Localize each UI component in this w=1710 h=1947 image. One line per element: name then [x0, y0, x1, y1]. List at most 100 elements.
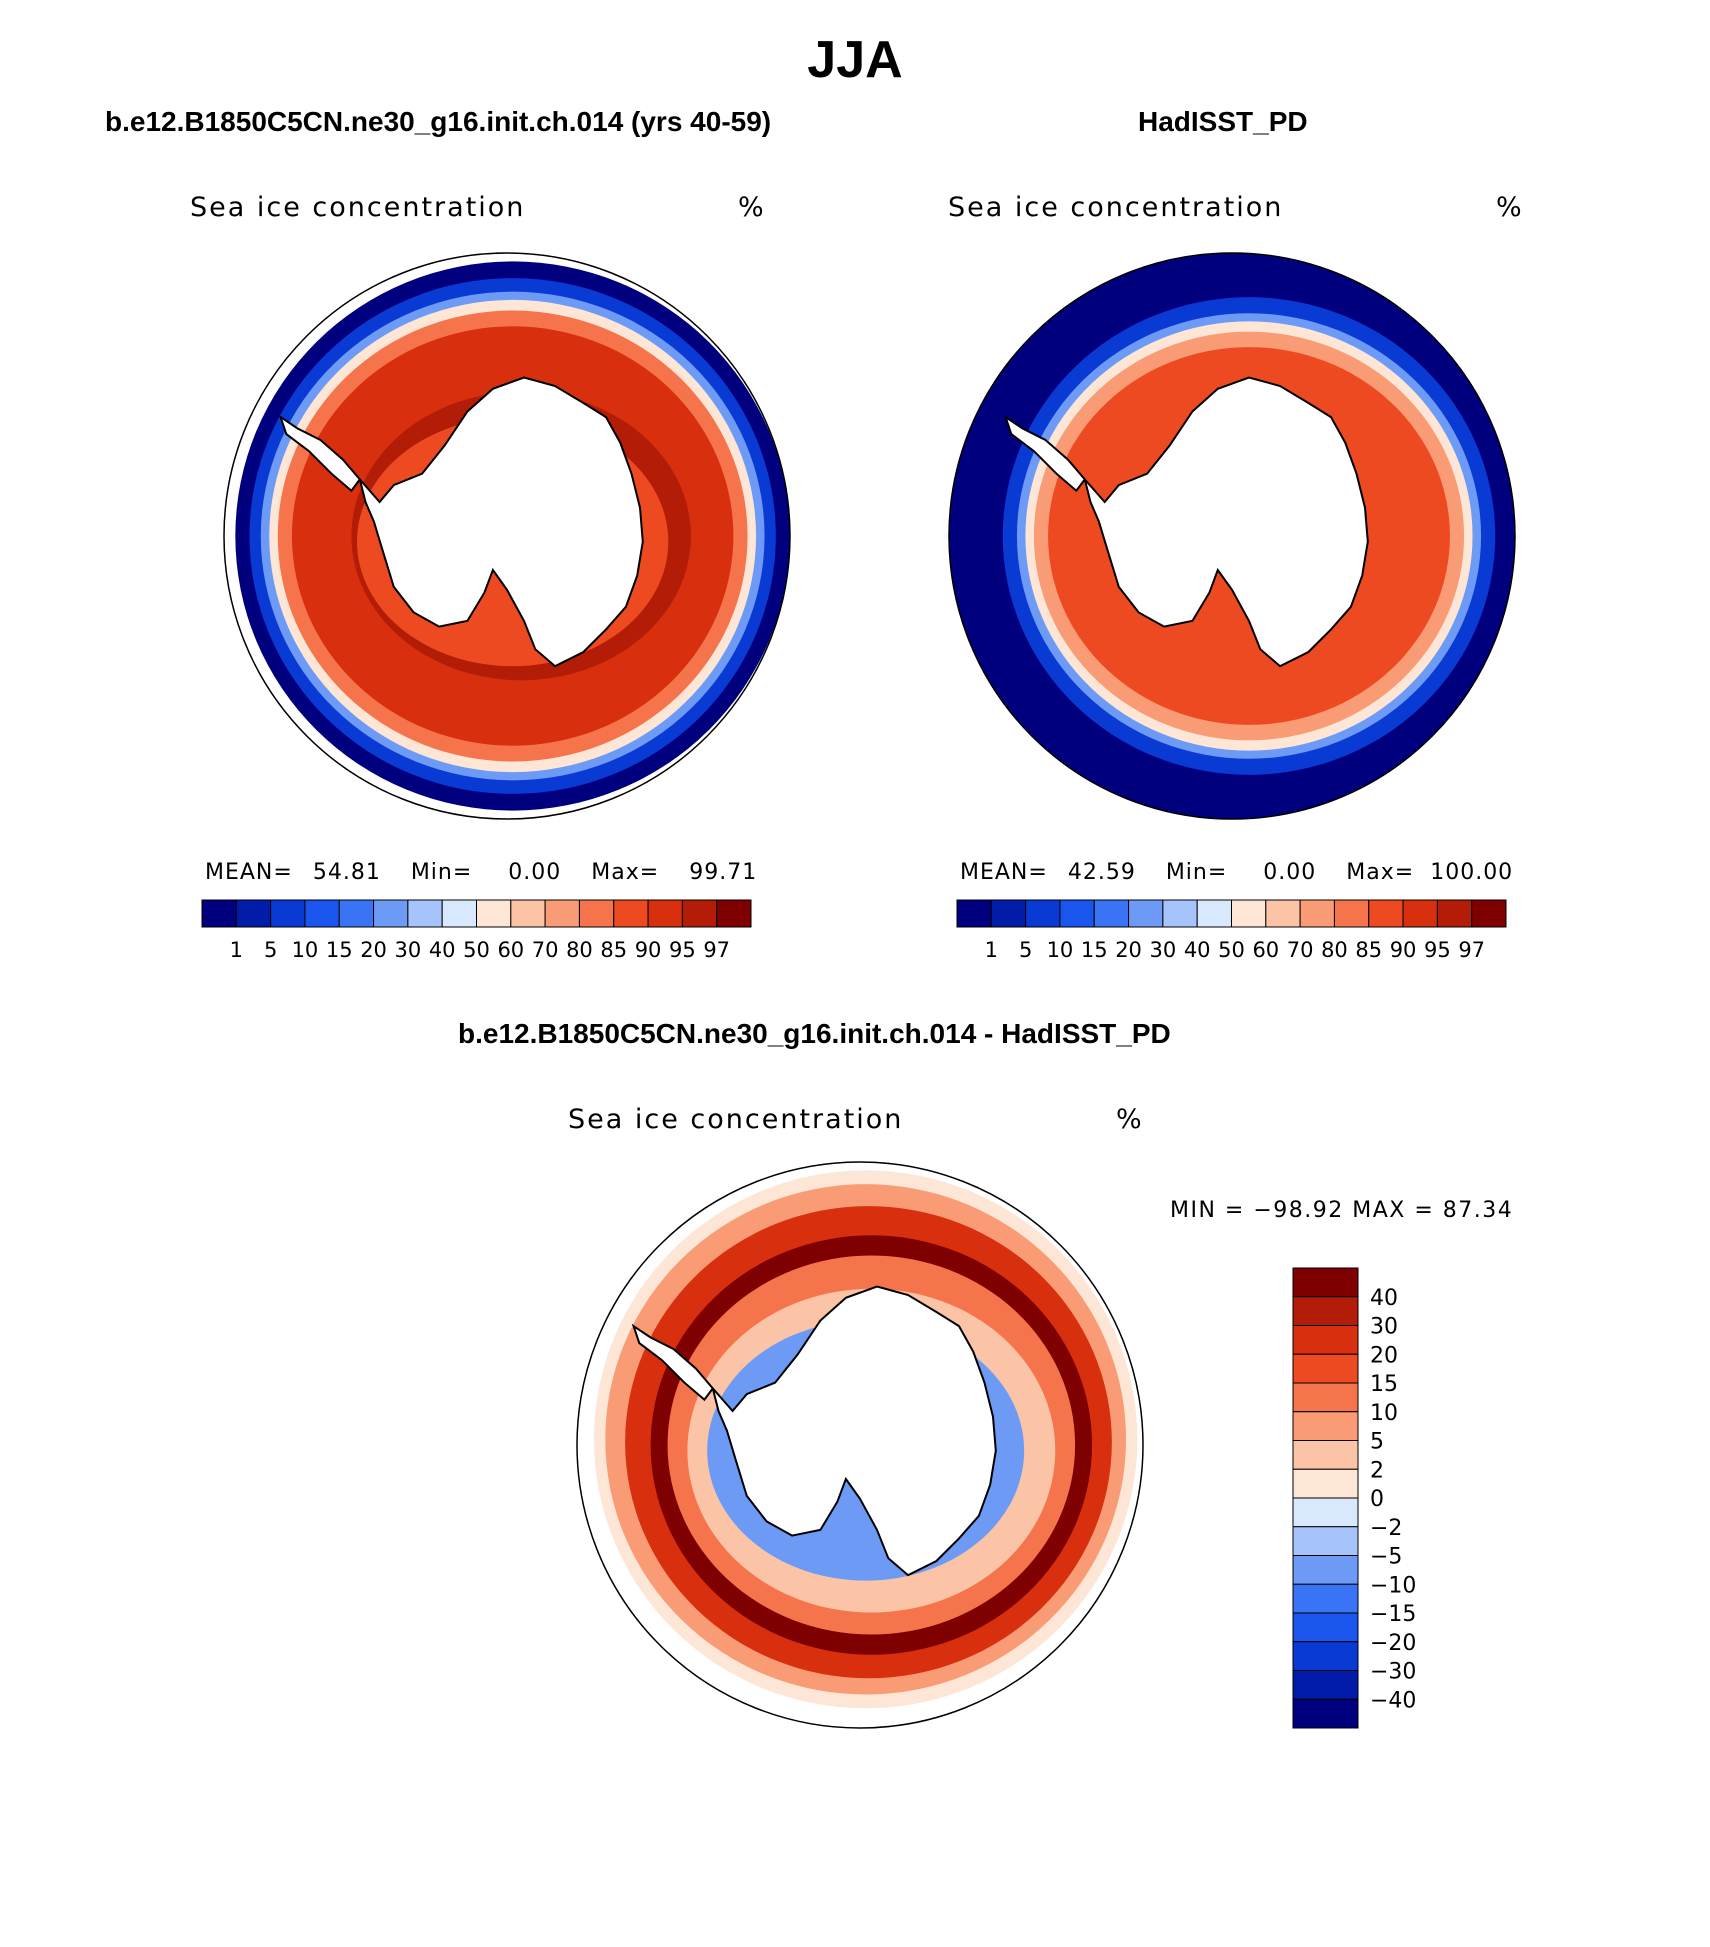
colorbar-tick-label: 90 [1390, 938, 1417, 962]
colorbar-swatch [1292, 1267, 1359, 1298]
colorbar-tick-label: 80 [566, 938, 593, 962]
colorbar-tick-label: 5 [1019, 938, 1032, 962]
max-value: 100.00 [1430, 860, 1514, 885]
map-field [577, 1162, 1143, 1728]
colorbar-swatch [1471, 899, 1507, 928]
antarctica-coastline [1083, 376, 1369, 668]
right-sea-ice-map: 1 5 10 15 20 30 40 50 60 70 80 85 90 95 97 [948, 252, 1516, 962]
colorbar-swatch [681, 899, 718, 928]
colorbar-swatch [1292, 1641, 1359, 1671]
colorbar-swatch [990, 899, 1027, 928]
right-panel-title: HadISST_PD [1138, 106, 1308, 137]
difference-minmax: MIN = −98.92 MAX = 87.34 [1170, 1198, 1514, 1223]
right-panel-units: % [1496, 192, 1524, 223]
max-label: Max= [591, 860, 660, 885]
colorbar-tick-label: 1 [985, 938, 998, 962]
colorbar-tick-label: 40 [1184, 938, 1211, 962]
colorbar-tick-label: 97 [1458, 938, 1485, 962]
colorbar-swatch [1292, 1583, 1359, 1614]
colorbar-tick-label: 10 [1370, 1401, 1398, 1426]
colorbar-swatch [1231, 899, 1267, 928]
colorbar-swatch [1292, 1497, 1359, 1528]
colorbar-tick-label: 60 [497, 938, 524, 962]
colorbar-swatch [338, 899, 375, 928]
antarctica-coastline [358, 376, 644, 668]
colorbar-swatch [1292, 1382, 1359, 1413]
colorbar-tick-label: 70 [532, 938, 559, 962]
colorbar-swatch [304, 899, 340, 928]
colorbar-tick-label: 0 [1370, 1487, 1384, 1512]
colorbar-tick-label: 80 [1321, 938, 1348, 962]
colorbar-tick-label: −20 [1370, 1631, 1416, 1656]
colorbar-tick-label: 15 [1370, 1372, 1398, 1397]
colorbar-swatch [1333, 899, 1370, 928]
colorbar-tick-label: 70 [1287, 938, 1314, 962]
mean-label: MEAN= [205, 860, 293, 885]
colorbar-tick-label: 85 [600, 938, 627, 962]
mean-label: MEAN= [960, 860, 1048, 885]
colorbar-tick-label: 20 [1115, 938, 1142, 962]
colorbar-swatch [1299, 899, 1335, 928]
colorbar-swatch [1025, 899, 1061, 928]
colorbar-swatch [1265, 899, 1301, 928]
colorbar-swatch [544, 899, 580, 928]
colorbar-swatch [1162, 899, 1198, 928]
colorbar-tick-label: 15 [1081, 938, 1108, 962]
colorbar-swatch [956, 899, 992, 928]
left-panel-title: b.e12.B1850C5CN.ne30_g16.init.ch.014 (yr… [105, 106, 772, 137]
colorbar-tick-label: 95 [669, 938, 696, 962]
max-label: Max= [1346, 860, 1415, 885]
colorbar-swatch [1436, 899, 1473, 928]
colorbar-swatch [1292, 1555, 1359, 1585]
colorbar-swatch [510, 899, 546, 928]
difference-panel-title: b.e12.B1850C5CN.ne30_g16.init.ch.014 - H… [458, 1018, 1171, 1049]
colorbar-tick-label: 90 [635, 938, 662, 962]
colorbar-tick-label: 30 [1150, 938, 1177, 962]
map-field [949, 253, 1515, 819]
colorbar-swatch [1292, 1440, 1359, 1470]
colorbar-swatch [1292, 1353, 1359, 1384]
antarctic-peninsula [278, 414, 362, 493]
map-field [224, 253, 790, 819]
right-panel-subtitle: Sea ice concentration [948, 192, 1284, 223]
colorbar-swatch [1292, 1670, 1359, 1700]
colorbar-swatch [716, 899, 752, 928]
min-label: Min= [410, 860, 473, 885]
colorbar-swatch [1292, 1296, 1359, 1326]
colorbar-swatch [647, 899, 683, 928]
difference-panel-subtitle: Sea ice concentration [568, 1104, 904, 1135]
colorbar-tick-label: 40 [1370, 1286, 1398, 1311]
map-boundary [948, 252, 1516, 820]
antarctic-peninsula [1003, 414, 1087, 493]
min-value: 0.00 [508, 860, 562, 885]
min-label: Min= [1165, 860, 1228, 885]
colorbar-swatch [1402, 899, 1438, 928]
colorbar-tick-label: 95 [1424, 938, 1451, 962]
colorbar-tick-label: 50 [1218, 938, 1245, 962]
min-value: 0.00 [1263, 860, 1317, 885]
colorbar-tick-label: −15 [1370, 1602, 1416, 1627]
colorbar-swatch [1292, 1612, 1359, 1643]
colorbar-tick-label: 97 [703, 938, 730, 962]
colorbar-swatch [476, 899, 512, 928]
left-panel-stats: MEAN= 54.81 Min= 0.00 Max= 99.71 [205, 860, 757, 885]
colorbar-tick-label: 5 [264, 938, 277, 962]
left-sea-ice-map: 1 5 10 15 20 30 40 50 60 70 80 85 90 95 97 [201, 252, 791, 962]
colorbar-tick-label: 20 [360, 938, 387, 962]
colorbar-tick-label: −5 [1370, 1545, 1402, 1570]
colorbar-swatch [613, 899, 649, 928]
difference-panel-units: % [1116, 1104, 1144, 1135]
colorbar-tick-label: 30 [395, 938, 422, 962]
colorbar-swatch [1292, 1325, 1359, 1355]
mean-value: 42.59 [1067, 860, 1136, 885]
colorbar-swatch [1368, 899, 1404, 928]
colorbar-tick-label: 1 [230, 938, 243, 962]
colorbar-swatch [1292, 1698, 1359, 1729]
colorbar-swatch [441, 899, 477, 928]
colorbar-tick-label: −2 [1370, 1516, 1402, 1541]
colorbar-tick-label: 5 [1370, 1430, 1384, 1455]
colorbar-tick-label: 10 [292, 938, 319, 962]
colorbar-tick-label: 85 [1355, 938, 1382, 962]
